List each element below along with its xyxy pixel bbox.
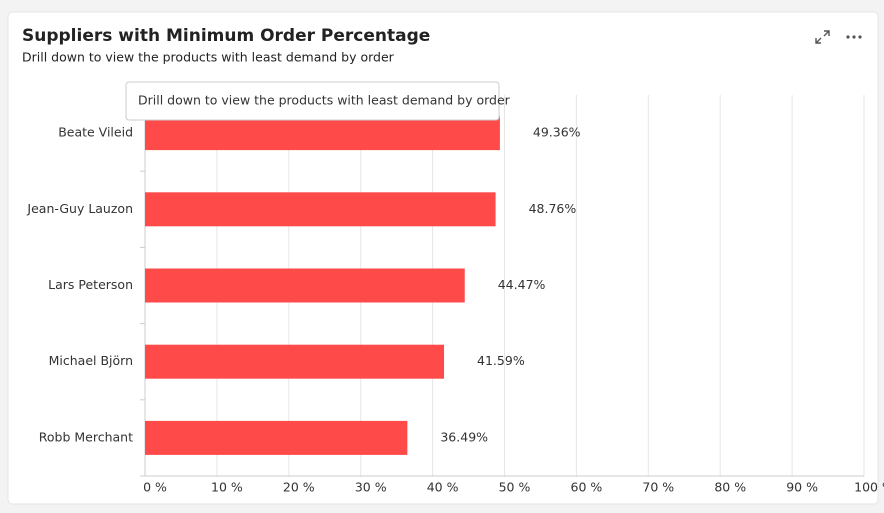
tooltip-box bbox=[125, 81, 500, 121]
chart-subtitle: Drill down to view the products with lea… bbox=[22, 50, 395, 65]
x-tick-label: 100 % bbox=[854, 480, 884, 495]
bar bbox=[145, 192, 496, 227]
x-tick-label: 20 % bbox=[283, 480, 315, 495]
value-label: 48.76% bbox=[529, 201, 577, 216]
x-tick-label: 30 % bbox=[355, 480, 387, 495]
x-tick-label: 80 % bbox=[714, 480, 746, 495]
y-tick-label: Lars Peterson bbox=[48, 277, 133, 292]
value-label: 41.59% bbox=[477, 353, 525, 368]
x-tick-label: 50 % bbox=[499, 480, 531, 495]
y-tick-label: Jean-Guy Lauzon bbox=[26, 201, 133, 216]
x-tick-label: 0 % bbox=[143, 480, 167, 495]
bar bbox=[145, 268, 465, 303]
value-label: 44.47% bbox=[498, 277, 546, 292]
chart-title: Suppliers with Minimum Order Percentage bbox=[22, 26, 430, 46]
x-tick-label: 90 % bbox=[786, 480, 818, 495]
tooltip-text: Drill down to view the products with lea… bbox=[138, 93, 511, 108]
more-icon[interactable] bbox=[846, 35, 862, 39]
value-label: 49.36% bbox=[533, 125, 581, 140]
expand-icon[interactable] bbox=[815, 30, 830, 44]
x-tick-label: 60 % bbox=[571, 480, 603, 495]
y-tick-label: Michael Björn bbox=[49, 353, 133, 368]
x-tick-label: 10 % bbox=[211, 480, 243, 495]
x-tick-label: 70 % bbox=[642, 480, 674, 495]
y-tick-label: Robb Merchant bbox=[39, 429, 133, 444]
value-label: 36.49% bbox=[440, 429, 488, 444]
bar bbox=[145, 344, 445, 379]
x-tick-label: 40 % bbox=[427, 480, 459, 495]
tooltip: Drill down to view the products with lea… bbox=[125, 81, 511, 121]
bar bbox=[145, 116, 500, 151]
y-tick-label: Beate Vileid bbox=[58, 125, 133, 140]
bar bbox=[145, 420, 408, 455]
